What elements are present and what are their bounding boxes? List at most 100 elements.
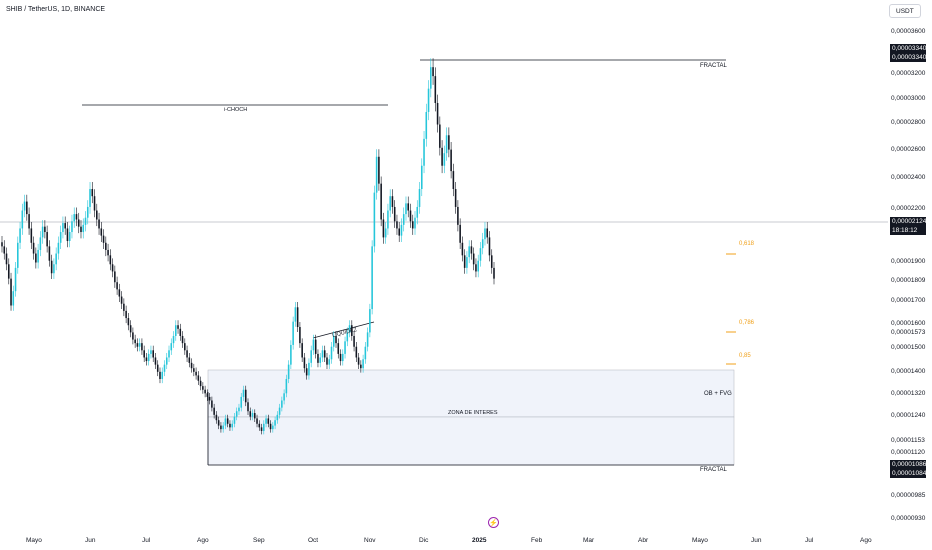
candle-body xyxy=(141,343,143,351)
candle-body xyxy=(472,253,475,265)
x-tick-label: Jul xyxy=(805,537,814,544)
candle-body xyxy=(486,228,489,238)
candle-body xyxy=(420,165,423,190)
y-tick-label: 0,00003600 xyxy=(891,28,926,35)
y-tick-label: 0,00001240 xyxy=(891,412,926,419)
interest-zone xyxy=(207,416,735,466)
candle-body xyxy=(274,420,276,426)
candles-layer xyxy=(1,58,495,435)
price-tag-current: 0,00002124 xyxy=(890,217,927,226)
candle-body xyxy=(177,325,179,329)
candle-body xyxy=(14,267,17,292)
candle-body xyxy=(299,327,301,344)
candle-body xyxy=(430,67,432,89)
candle-body xyxy=(256,418,258,424)
candle-body xyxy=(53,264,55,274)
candle-body xyxy=(402,214,405,225)
candle-body xyxy=(488,237,491,256)
candle-body xyxy=(337,343,340,354)
candle-body xyxy=(391,196,394,207)
candle-body xyxy=(86,206,89,218)
candle-body xyxy=(91,189,94,197)
candle-body xyxy=(1,242,3,247)
candle-body xyxy=(308,362,310,376)
candle-body xyxy=(481,239,484,249)
candle-body xyxy=(66,228,69,241)
lightning-icon[interactable]: ⚡ xyxy=(488,517,499,528)
currency-button[interactable]: USDT xyxy=(889,4,921,18)
candle-body xyxy=(375,156,378,193)
candle-body xyxy=(389,196,391,211)
candle-body xyxy=(172,335,175,344)
y-tick-label: 0,00002400 xyxy=(891,174,926,181)
candle-body xyxy=(463,255,466,268)
candle-body xyxy=(484,228,486,240)
candle-body xyxy=(242,389,245,397)
candle-body xyxy=(100,228,103,236)
candle-body xyxy=(7,264,10,279)
candle-body xyxy=(120,296,123,304)
candle-body xyxy=(199,380,202,387)
candle-body xyxy=(93,196,96,211)
candle-body xyxy=(276,414,279,421)
candle-body xyxy=(253,413,256,419)
candle-body xyxy=(475,264,477,272)
x-tick-label: Mar xyxy=(583,537,595,544)
candle-body xyxy=(21,210,24,229)
fractal-top-label: FRACTAL xyxy=(700,63,727,69)
x-tick-label: Jun xyxy=(85,537,96,544)
candle-body xyxy=(30,228,33,243)
price-tag-low: 0,00001086 xyxy=(890,460,927,469)
candle-body xyxy=(294,307,297,322)
candle-body xyxy=(283,393,285,401)
candle-body xyxy=(77,219,80,227)
candle-body xyxy=(321,350,324,358)
y-tick-label: 0,00001120 xyxy=(891,449,925,456)
x-tick-label: Oct xyxy=(308,537,319,544)
candle-body xyxy=(116,282,118,290)
candle-body xyxy=(301,343,303,358)
symbol-title: SHIB / TetherUS, 1D, BINANCE xyxy=(6,6,106,13)
x-tick-label: Mayo xyxy=(26,537,42,544)
x-tick-label: Dic xyxy=(419,537,429,544)
candle-body xyxy=(341,353,344,362)
candle-body xyxy=(55,253,57,265)
candle-body xyxy=(57,242,60,254)
candle-body xyxy=(355,346,358,358)
candle-body xyxy=(296,307,299,328)
candle-body xyxy=(39,237,42,250)
candle-body xyxy=(477,260,479,272)
candle-body xyxy=(445,135,448,154)
candle-body xyxy=(161,371,164,379)
candle-body xyxy=(384,228,387,238)
candle-body xyxy=(380,183,382,220)
y-tick-label: 0,00001809 xyxy=(891,277,926,284)
candle-body xyxy=(238,407,240,412)
candle-body xyxy=(290,344,292,365)
candle-body xyxy=(332,335,335,347)
choch-label: i-CHOCH xyxy=(224,107,248,113)
candle-body xyxy=(330,346,333,360)
candle-body xyxy=(220,425,222,430)
candle-body xyxy=(319,357,322,363)
candle-body xyxy=(452,171,455,190)
liquidity-line xyxy=(312,321,375,339)
candle-body xyxy=(168,350,170,358)
candle-body xyxy=(427,88,430,112)
candle-body xyxy=(46,232,48,247)
candle-body xyxy=(132,332,134,340)
candle-body xyxy=(251,413,254,417)
candle-body xyxy=(418,189,421,207)
candle-body xyxy=(73,214,76,222)
x-tick-label: Abr xyxy=(638,537,649,544)
candle-body xyxy=(105,242,107,250)
countdown-tag: 18:18:12 xyxy=(890,226,926,235)
y-tick-label: 0,00000985 xyxy=(891,492,926,499)
y-tick-label: 0,00001700 xyxy=(891,297,926,304)
candle-body xyxy=(278,407,281,415)
candle-body xyxy=(346,332,349,342)
candle-body xyxy=(64,223,66,229)
candle-body xyxy=(398,228,401,236)
candle-body xyxy=(387,210,389,229)
